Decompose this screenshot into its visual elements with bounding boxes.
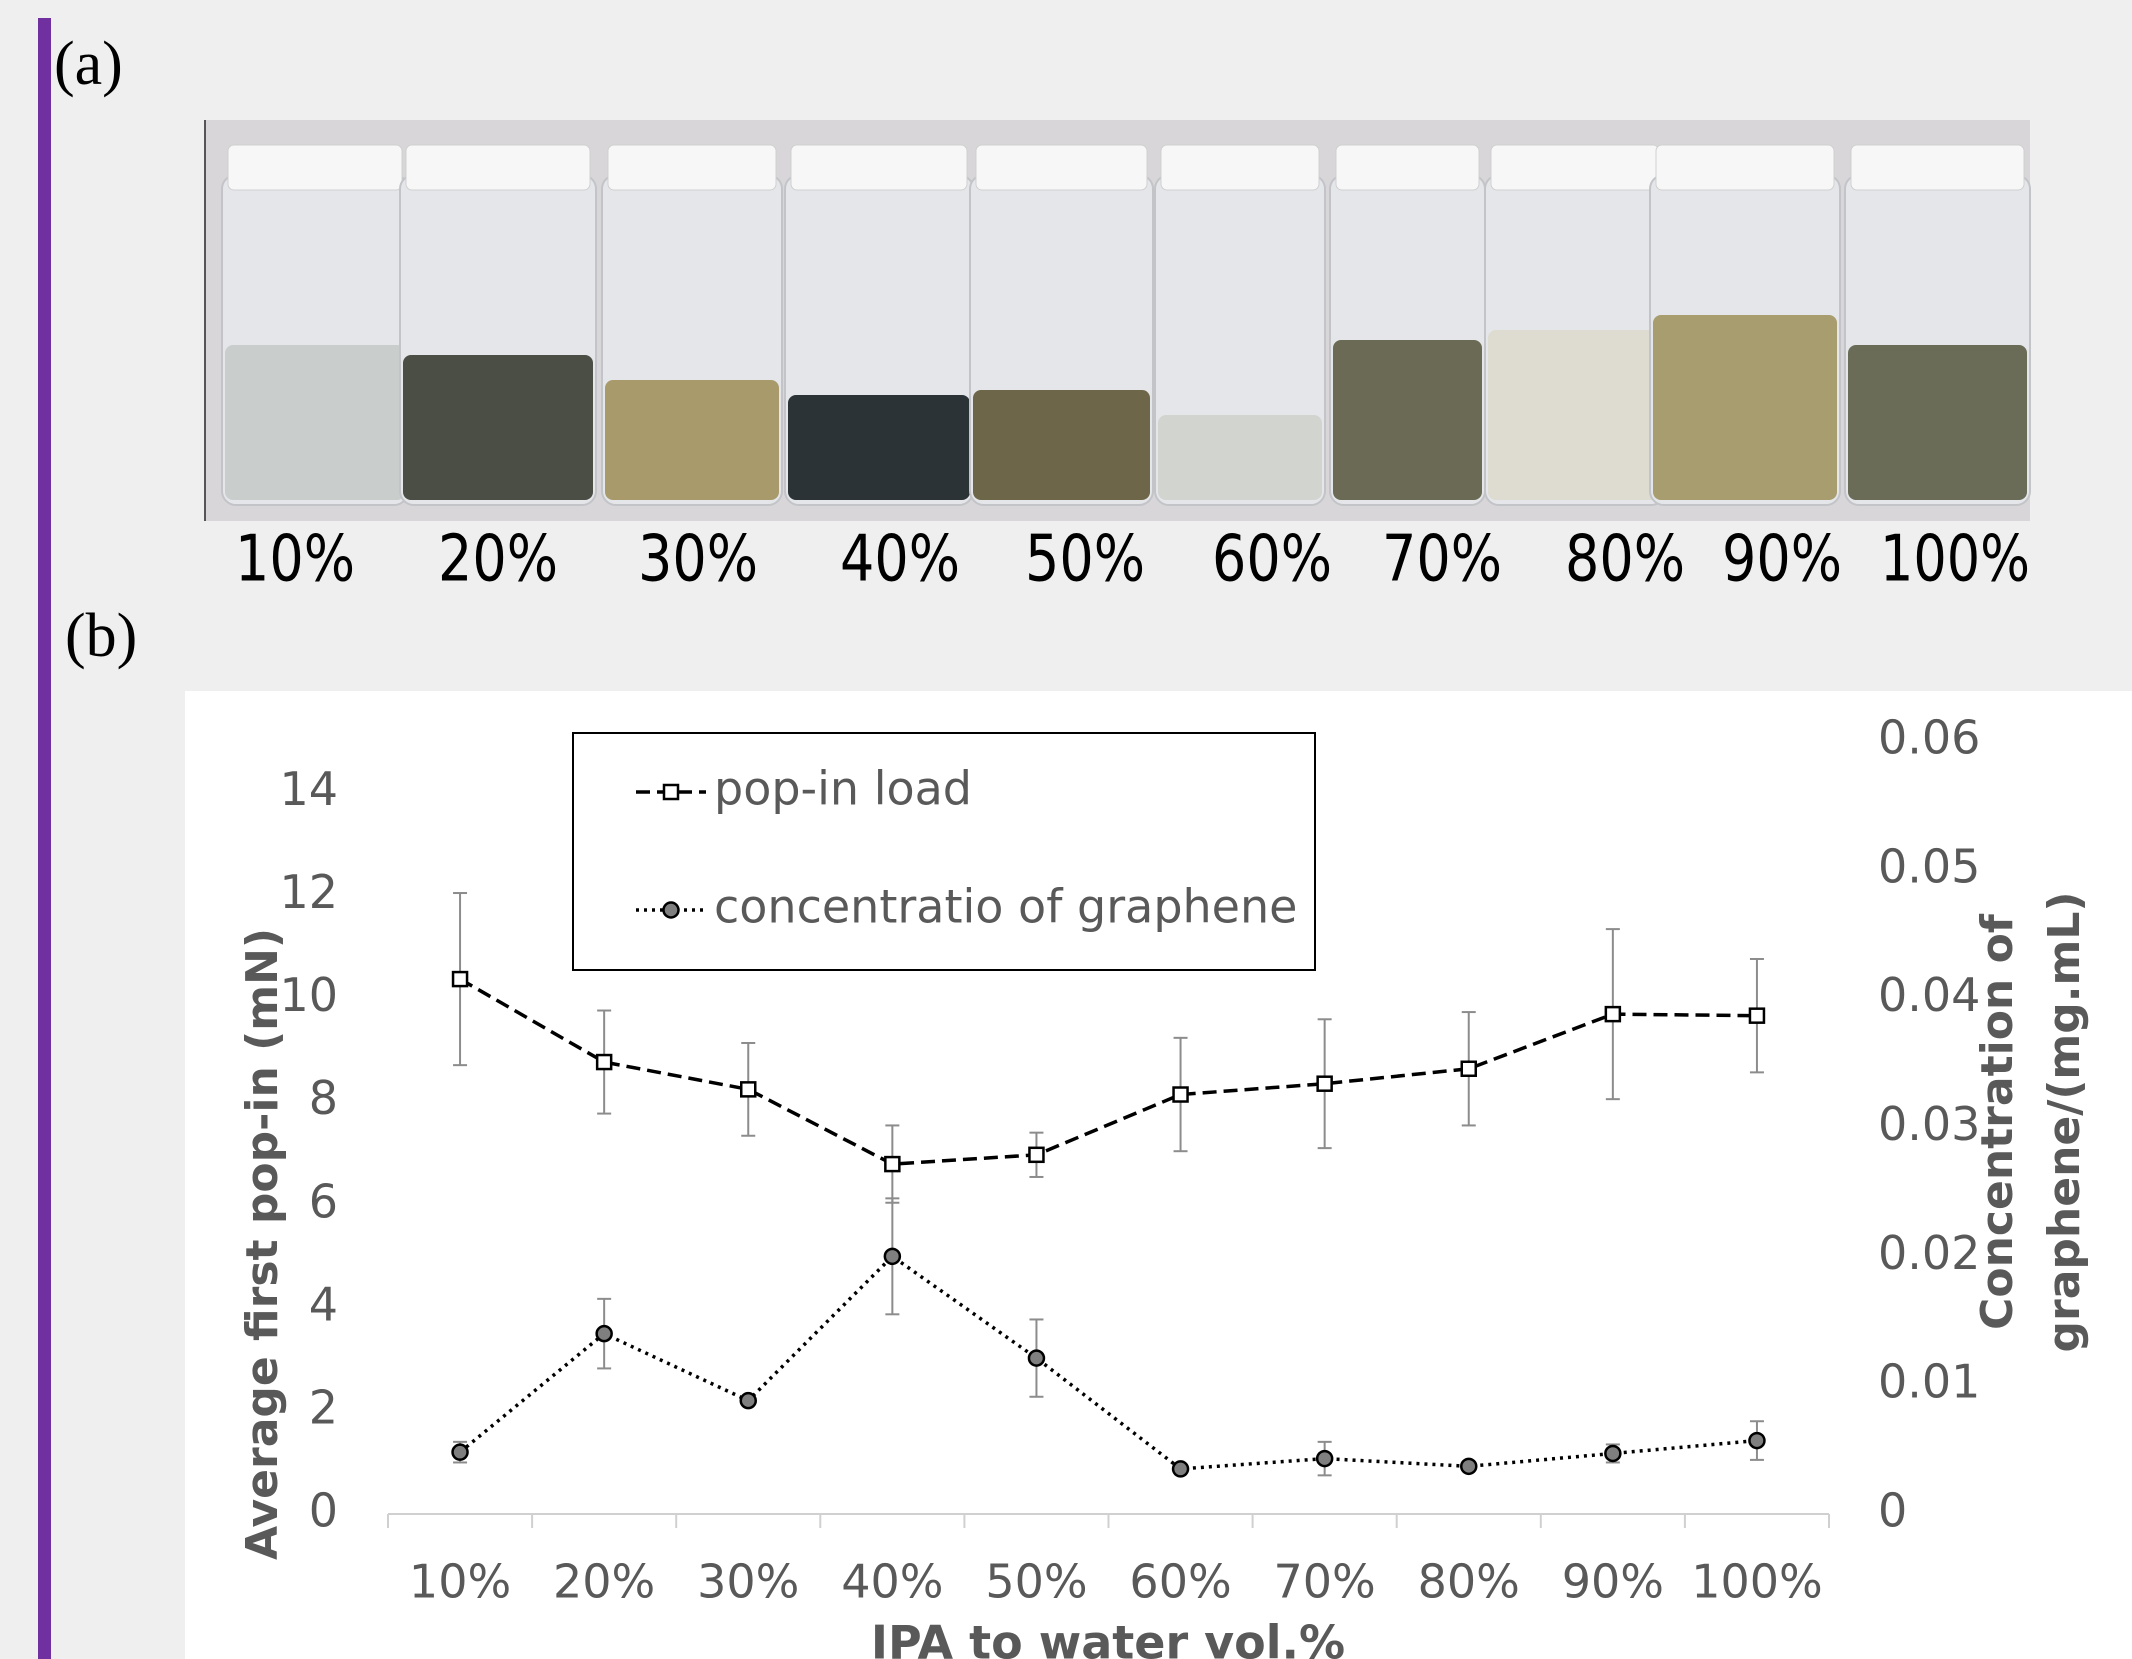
vial-cap [1851, 145, 2024, 190]
y2-tick-label: 0 [1878, 1484, 1907, 1538]
x-tick-label: 50% [985, 1555, 1087, 1609]
y2-tick-label: 0.06 [1878, 711, 1980, 765]
legend-label: pop-in load [714, 762, 972, 816]
vial-cap [1336, 145, 1479, 190]
marker [1606, 1007, 1620, 1021]
x-tick-label: 30% [697, 1555, 799, 1609]
page: {"panel_a": {"label": "(a)", "vial_label… [0, 0, 2132, 1659]
marker [1029, 1351, 1044, 1366]
vial-liquid [1488, 330, 1662, 500]
marker [453, 1445, 468, 1460]
y-tick-label: 6 [309, 1174, 338, 1228]
vial-liquid [973, 390, 1150, 500]
y2-tick-label: 0.02 [1878, 1226, 1980, 1280]
vial-label: 90% [1722, 523, 1842, 597]
marker [1029, 1148, 1043, 1162]
vial-liquid [1333, 340, 1482, 500]
y2-axis-title: graphene/(mg.mL) [2039, 892, 2090, 1353]
marker [1317, 1451, 1332, 1466]
vial-label: 70% [1382, 523, 1502, 597]
x-tick-label: 90% [1562, 1555, 1664, 1609]
vial-cap [406, 145, 590, 190]
vial-cap [1656, 145, 1834, 190]
vial-cap [791, 145, 967, 190]
marker [1749, 1433, 1764, 1448]
x-axis-title: IPA to water vol.% [871, 1616, 1345, 1659]
marker [741, 1082, 755, 1096]
legend-marker [664, 903, 679, 918]
y2-tick-label: 0.01 [1878, 1355, 1980, 1409]
vial-label: 20% [438, 523, 558, 597]
y2-tick-label: 0.05 [1878, 839, 1980, 893]
legend-label: concentratio of graphene [714, 880, 1297, 934]
x-tick-label: 70% [1274, 1555, 1376, 1609]
vial-cap [976, 145, 1147, 190]
marker [597, 1055, 611, 1069]
y-axis-title: Average first pop-in (mN) [237, 928, 288, 1560]
vial-label: 10% [235, 523, 355, 597]
marker [1173, 1461, 1188, 1476]
vial-liquid [1158, 415, 1322, 500]
vial-liquid [605, 380, 779, 500]
vial-liquid [1848, 345, 2027, 500]
marker [1318, 1077, 1332, 1091]
x-tick-label: 20% [553, 1555, 655, 1609]
vial-label: 40% [840, 523, 960, 597]
y-tick-label: 2 [309, 1380, 338, 1434]
marker [1461, 1459, 1476, 1474]
x-tick-label: 100% [1691, 1555, 1823, 1609]
marker [1174, 1088, 1188, 1102]
vial-label: 50% [1025, 523, 1145, 597]
vial-cap [228, 145, 402, 190]
y-tick-label: 0 [309, 1484, 338, 1538]
vial-label: 80% [1565, 523, 1685, 597]
y-tick-label: 8 [309, 1071, 338, 1125]
y-tick-label: 12 [279, 865, 338, 919]
vial-liquid [788, 395, 970, 500]
marker [453, 972, 467, 986]
y-tick-label: 14 [279, 762, 338, 816]
vial-cap [1161, 145, 1319, 190]
x-tick-label: 80% [1418, 1555, 1520, 1609]
vial-cap [608, 145, 776, 190]
marker [885, 1157, 899, 1171]
accent-bar [38, 18, 51, 1659]
vial-liquid [225, 345, 405, 500]
vial-label: 60% [1212, 523, 1332, 597]
vial-label: 100% [1880, 523, 2030, 597]
x-tick-label: 10% [409, 1555, 511, 1609]
vial-label: 30% [638, 523, 758, 597]
marker [597, 1326, 612, 1341]
panel-label: (b) [65, 602, 137, 670]
y2-tick-label: 0.03 [1878, 1097, 1980, 1151]
panel-label: (a) [54, 30, 123, 98]
marker [741, 1393, 756, 1408]
legend-marker [664, 785, 678, 799]
figure: (a) (b) IPA to water vol.% Average first… [0, 0, 2132, 1659]
vial-liquid [1653, 315, 1837, 500]
y2-tick-label: 0.04 [1878, 968, 1980, 1022]
marker [885, 1249, 900, 1264]
marker [1605, 1446, 1620, 1461]
x-tick-label: 40% [841, 1555, 943, 1609]
x-tick-label: 60% [1129, 1555, 1231, 1609]
y-tick-label: 4 [309, 1277, 338, 1331]
marker [1462, 1062, 1476, 1076]
vial-photo [204, 120, 2030, 521]
marker [1750, 1009, 1764, 1023]
vial-liquid [403, 355, 593, 500]
vial-cap [1491, 145, 1659, 190]
y-tick-label: 10 [279, 968, 338, 1022]
